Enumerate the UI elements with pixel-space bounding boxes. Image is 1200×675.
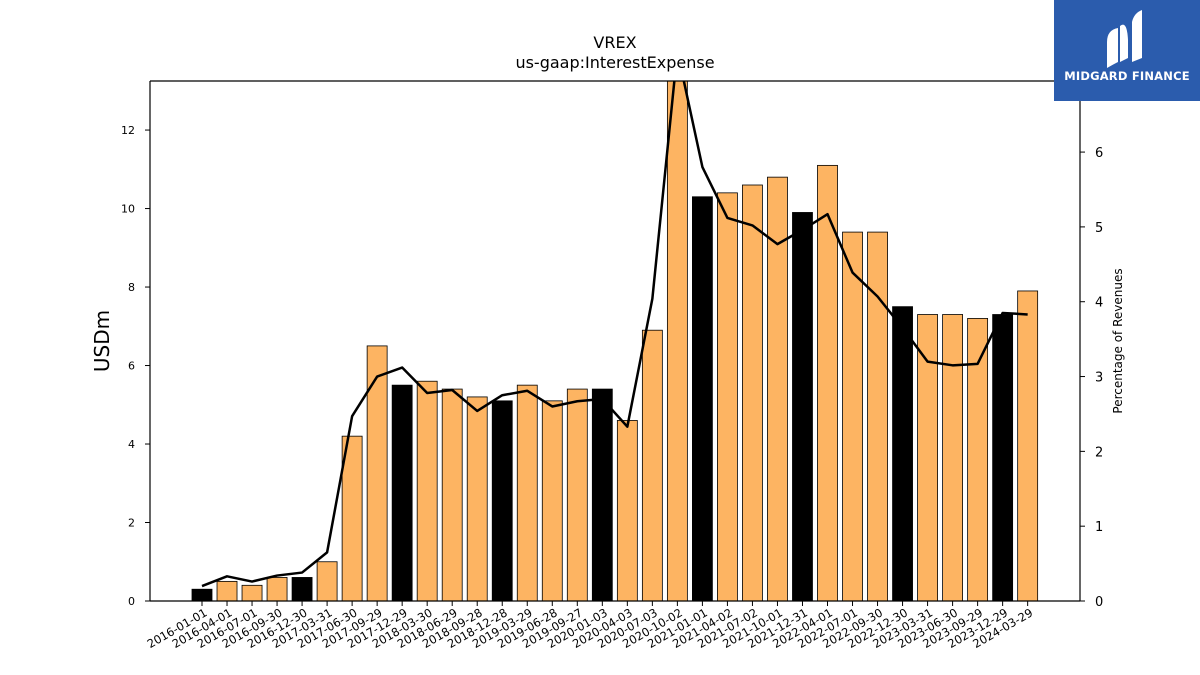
brand-mark-icon: [1107, 10, 1142, 68]
bar-2023-12-29: [992, 314, 1014, 601]
bar-2017-03-31: [316, 561, 338, 601]
y-tick-label: 2: [128, 517, 135, 530]
bar-2021-04-02: [717, 192, 738, 601]
bar-2019-03-29: [516, 384, 538, 601]
bar-2017-12-29: [391, 384, 413, 601]
bar-2023-06-30: [942, 314, 963, 601]
right-y-tick-label: 0: [1095, 595, 1103, 610]
bar-2019-09-27: [566, 388, 588, 601]
revenue-percentage-line: [201, 81, 1028, 588]
right-axis-label: Percentage of Revenues: [1111, 268, 1125, 413]
bar-2020-01-03: [591, 388, 613, 601]
brand-logo: MIDGARD FINANCE: [1054, 0, 1200, 101]
bar-2021-10-01: [767, 176, 788, 601]
bar-2016-12-30: [291, 577, 313, 601]
bar-2016-01-01: [191, 588, 213, 601]
bar-2021-01-01: [692, 196, 713, 601]
bar-2018-09-28: [466, 396, 488, 601]
right-y-tick-label: 1: [1095, 520, 1103, 535]
right-y-tick-label: 5: [1095, 221, 1103, 236]
brand-name: MIDGARD FINANCE: [1064, 69, 1190, 83]
y-tick-label: 0: [128, 595, 135, 608]
chart-title: VREX: [593, 33, 636, 52]
bar-2023-09-29: [967, 318, 989, 601]
y-axis-label: USDm: [90, 310, 114, 372]
bar-2021-12-31: [792, 212, 813, 601]
right-y-tick-label: 4: [1095, 296, 1103, 311]
bar-2022-07-01: [842, 231, 863, 601]
bar-2022-04-01: [817, 164, 838, 601]
bar-2023-03-31: [917, 314, 938, 601]
y-tick-label: 6: [128, 360, 135, 373]
bar-2021-07-02: [742, 184, 763, 601]
bar-2018-03-30: [416, 380, 438, 601]
bar-2018-12-28: [491, 400, 513, 601]
right-y-tick-label: 2: [1095, 445, 1103, 460]
y-tick-label: 10: [121, 203, 135, 216]
bar-2022-09-30: [867, 231, 888, 601]
bar-2017-09-29: [366, 345, 388, 601]
bar-2022-12-30: [892, 306, 913, 601]
y-tick-label: 8: [128, 281, 135, 294]
bar-2020-04-03: [616, 420, 638, 601]
bar-2018-06-29: [441, 388, 463, 601]
bar-2024-03-29: [1017, 290, 1039, 601]
right-y-tick-label: 3: [1095, 371, 1103, 386]
y-tick-label: 4: [128, 438, 135, 451]
bar-2016-07-01: [241, 584, 263, 601]
bar-2020-10-02: [666, 81, 688, 601]
bar-2019-06-28: [541, 400, 563, 601]
bar-2016-04-01: [216, 580, 238, 601]
y-tick-label: 12: [121, 124, 135, 137]
bar-2020-07-03: [641, 329, 663, 601]
right-y-tick-label: 6: [1095, 146, 1103, 161]
chart-subtitle: us-gaap:InterestExpense: [515, 53, 714, 72]
bar-2016-09-30: [266, 577, 288, 601]
